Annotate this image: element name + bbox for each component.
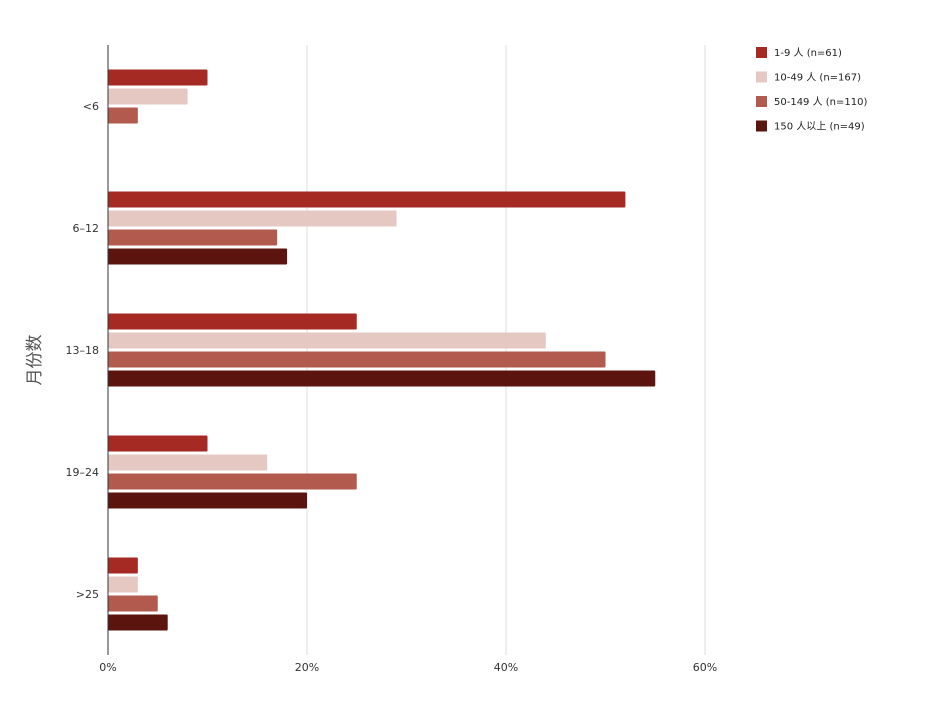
category-label: 13–18	[66, 344, 100, 357]
bar	[108, 435, 208, 452]
bar	[108, 557, 138, 574]
x-tick-label: 0%	[99, 661, 116, 674]
x-tick-label: 20%	[295, 661, 319, 674]
bar	[108, 69, 208, 86]
bar	[108, 88, 188, 105]
legend-swatch	[756, 47, 767, 58]
bar	[108, 370, 656, 387]
bars	[108, 69, 656, 631]
x-tick-labels: 0% 20% 40% 60%	[99, 661, 717, 674]
bar	[108, 313, 357, 330]
bar	[108, 191, 626, 208]
legend-label: 10-49 人 (n=167)	[774, 72, 861, 84]
gridlines	[306, 45, 706, 655]
bar	[108, 473, 357, 490]
legend: 1-9 人 (n=61) 10-49 人 (n=167) 50-149 人 (n=1…	[756, 47, 867, 133]
bar	[108, 229, 278, 246]
bar	[108, 332, 546, 349]
category-labels: <6 6–12 13–18 19–24 >25	[66, 100, 100, 601]
bar	[108, 576, 138, 593]
bar	[108, 210, 397, 227]
x-tick-label: 60%	[693, 661, 717, 674]
legend-swatch	[756, 96, 767, 107]
bar	[108, 614, 168, 631]
category-label: 6–12	[73, 222, 100, 235]
legend-swatch	[756, 120, 767, 132]
legend-label: 1-9 人 (n=61)	[774, 47, 842, 59]
category-label: <6	[83, 100, 99, 113]
bar	[108, 595, 158, 612]
bar	[108, 248, 288, 265]
category-label: >25	[76, 588, 99, 601]
bar	[108, 107, 138, 124]
bar	[108, 351, 606, 368]
x-tick-label: 40%	[494, 661, 518, 674]
legend-swatch	[756, 71, 767, 83]
category-label: 19–24	[66, 466, 100, 479]
legend-label: 150 人以上 (n=49)	[774, 121, 865, 133]
legend-label: 50-149 人 (n=110)	[774, 96, 867, 108]
bar	[108, 454, 268, 471]
y-axis-title: 月份数	[25, 335, 45, 386]
bar	[108, 492, 307, 509]
